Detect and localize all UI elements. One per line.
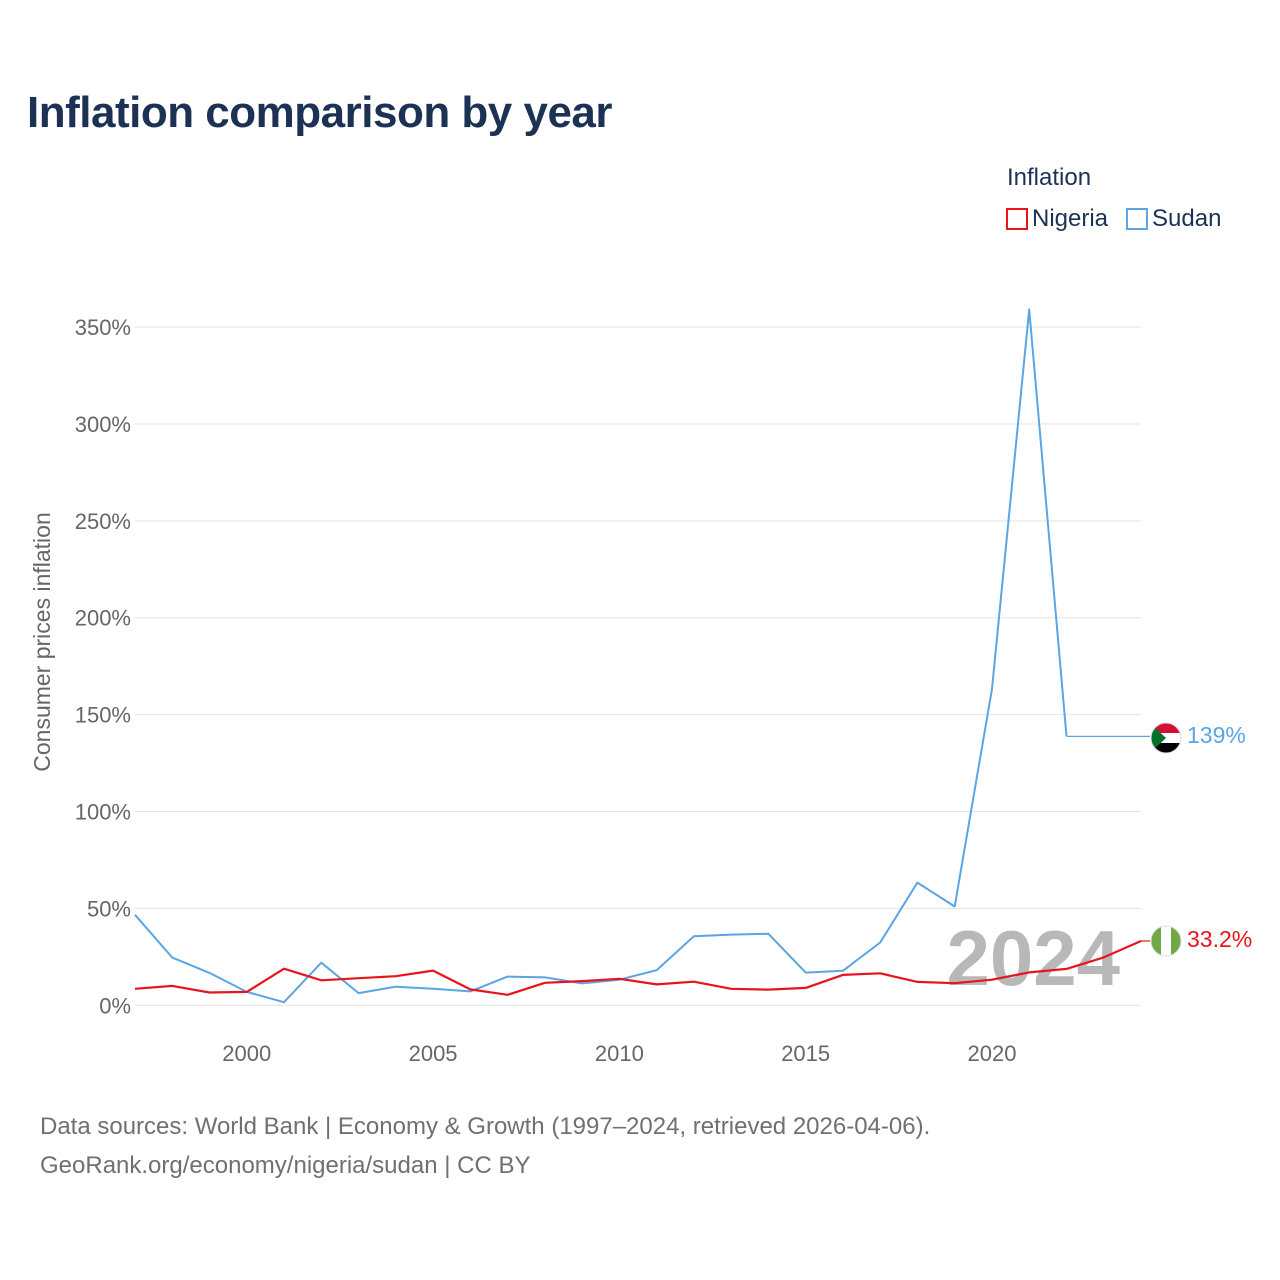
legend: Nigeria Sudan — [1006, 205, 1239, 233]
y-tick-label: 200% — [75, 606, 131, 631]
y-tick-label: 300% — [75, 412, 131, 437]
year-watermark: 2024 — [946, 914, 1120, 1002]
x-axis-ticks: 2000 2005 2010 2015 2020 — [222, 1041, 1016, 1066]
footer-source: Data sources: World Bank | Economy & Gro… — [40, 1113, 931, 1140]
legend-label-nigeria: Nigeria — [1032, 205, 1109, 232]
legend-label-sudan: Sudan — [1152, 205, 1222, 232]
footer-link: GeoRank.org/economy/nigeria/sudan | CC B… — [40, 1152, 531, 1179]
y-axis-ticks: 0% 50% 100% 150% 200% 250% 300% 350% — [75, 315, 131, 1018]
series-line-sudan — [134, 308, 1068, 1004]
series-line-nigeria — [134, 939, 1142, 996]
legend-swatch-nigeria — [1006, 208, 1028, 230]
gridlines — [135, 326, 1141, 1006]
y-tick-label: 50% — [87, 896, 131, 921]
end-label-sudan: 139% — [1187, 722, 1246, 748]
y-tick-label: 350% — [75, 315, 131, 340]
y-tick-label: 0% — [99, 993, 131, 1018]
legend-title: Inflation — [1007, 164, 1092, 191]
x-tick-label: 2010 — [595, 1041, 644, 1066]
y-tick-label: 150% — [75, 703, 131, 728]
end-label-nigeria: 33.2% — [1187, 926, 1252, 952]
x-tick-label: 2020 — [967, 1041, 1016, 1066]
y-axis-label: Consumer prices inflation — [29, 512, 55, 772]
legend-item-nigeria[interactable]: Nigeria — [1006, 205, 1108, 233]
chart-title: Inflation comparison by year — [27, 88, 613, 137]
legend-swatch-sudan — [1126, 208, 1149, 230]
footer: Data sources: World Bank | Economy & Gro… — [40, 1107, 930, 1185]
series-layer — [134, 308, 1150, 1004]
y-tick-label: 250% — [75, 509, 131, 534]
sudan-flag-icon — [1150, 722, 1182, 754]
nigeria-flag-icon — [1150, 925, 1182, 957]
x-tick-label: 2005 — [409, 1041, 458, 1066]
x-tick-label: 2015 — [781, 1041, 830, 1066]
y-tick-label: 100% — [75, 800, 131, 825]
legend-item-sudan[interactable]: Sudan — [1126, 205, 1221, 233]
x-tick-label: 2000 — [222, 1041, 271, 1066]
